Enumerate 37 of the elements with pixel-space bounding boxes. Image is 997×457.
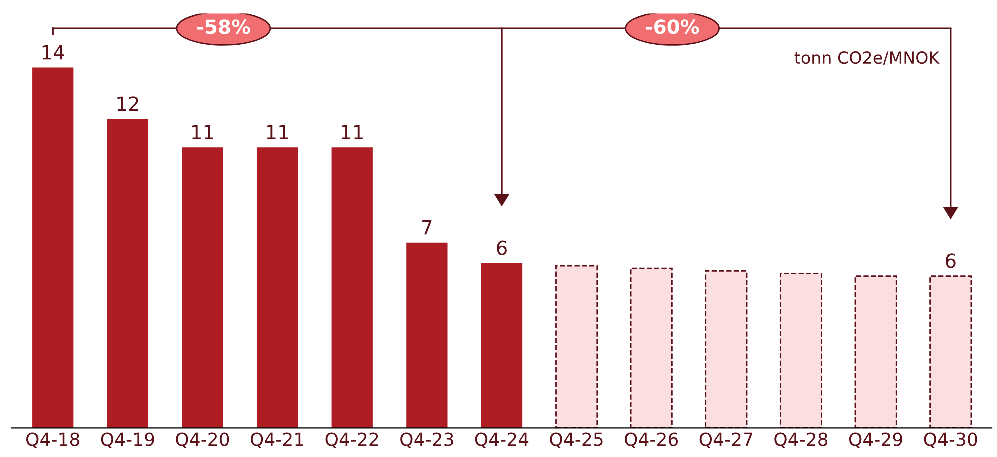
bar bbox=[332, 148, 373, 428]
bar bbox=[32, 68, 74, 428]
x-tick-label: Q4-21 bbox=[250, 432, 304, 448]
text: tonn CO2e/MNOK bbox=[794, 52, 940, 66]
bar bbox=[705, 270, 748, 428]
data-label: 7 bbox=[422, 220, 432, 235]
data-label: 14 bbox=[42, 45, 64, 60]
data-label: 11 bbox=[342, 125, 363, 140]
x-tick-label: Q4-27 bbox=[700, 432, 752, 448]
data-label: 11 bbox=[267, 125, 288, 140]
bar bbox=[182, 148, 224, 428]
bar bbox=[930, 276, 972, 428]
x-tick-label: Q4-26 bbox=[625, 432, 678, 448]
bar bbox=[556, 265, 598, 428]
x-tick-label: Q4-25 bbox=[550, 432, 603, 448]
bar bbox=[406, 242, 448, 428]
x-tick-label: Q4-22 bbox=[326, 432, 378, 448]
x-tick-label: Q4-24 bbox=[475, 432, 529, 448]
text: -58% bbox=[197, 20, 250, 34]
x-tick-label: Q4-18 bbox=[26, 432, 80, 448]
x-tick-label: Q4-29 bbox=[849, 432, 902, 448]
bar bbox=[256, 148, 298, 428]
x-tick-label: Q4-23 bbox=[400, 432, 454, 448]
data-label: 6 bbox=[497, 240, 507, 256]
data-label: 11 bbox=[192, 125, 214, 140]
bar bbox=[481, 263, 523, 428]
x-tick-label: Q4-28 bbox=[774, 432, 828, 448]
x-tick-label: Q4-19 bbox=[101, 432, 154, 448]
bar bbox=[780, 273, 823, 428]
bar bbox=[854, 276, 898, 428]
x-tick-label: Q4-20 bbox=[176, 432, 230, 448]
text: -60% bbox=[646, 20, 700, 34]
data-label: 12 bbox=[118, 96, 138, 112]
bar bbox=[630, 268, 673, 428]
x-tick-label: Q4-30 bbox=[924, 432, 978, 448]
data-label: 6 bbox=[946, 254, 956, 268]
bar bbox=[107, 119, 148, 428]
